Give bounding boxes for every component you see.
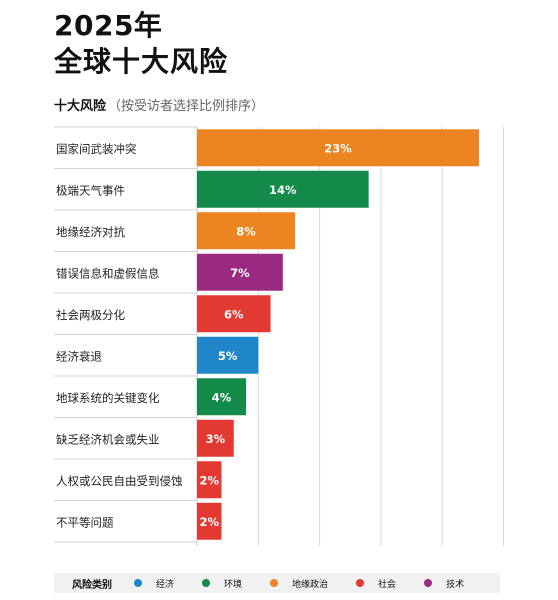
bar [197,461,222,499]
legend-item-society: 社会 [356,577,396,590]
category-label: 地球系统的关键变化 [56,391,160,405]
category-label: 地缘经济对抗 [56,225,125,239]
legend-title: 风险类别 [72,579,112,591]
category-label: 极端天气事件 [56,183,125,197]
legend-item-environment: 环境 [202,577,242,590]
category-label: 不平等问题 [56,515,114,529]
subtitle-main: 十大风险 [54,99,107,114]
subtitle-note: （按受访者选择比例排序） [108,99,265,114]
legend-dot-icon [270,579,279,587]
bar [197,129,479,167]
legend-item-technology: 技术 [424,577,464,590]
legend-label: 环境 [224,579,243,590]
category-label: 人权或公民自由受到侵蚀 [56,474,183,488]
legend: 风险类别 经济 环境 地缘政治 社会 技术 [54,573,500,593]
bar [197,212,296,250]
legend-dot-icon [356,579,365,587]
data-label: 23% [324,141,352,155]
data-label: 3% [206,432,226,446]
page-title: 全球十大风险 [54,45,229,78]
data-label: 4% [212,390,232,404]
bar [197,378,247,416]
data-label: 8% [236,224,256,238]
chart-subtitle: 十大风险 （按受访者选择比例排序） [54,95,264,114]
legend-dot-icon [424,579,433,587]
data-label: 2% [199,473,219,487]
legend-label: 经济 [156,579,175,590]
bar [197,502,222,540]
category-label: 经济衰退 [56,349,102,363]
bar [197,295,271,333]
category-label: 缺乏经济机会或失业 [56,432,160,446]
category-label: 错误信息和虚假信息 [56,266,160,280]
category-label: 社会两极分化 [56,308,125,322]
category-label: 国家间武装冲突 [56,142,137,156]
legend-item-economy: 经济 [134,577,174,590]
legend-label: 技术 [446,579,465,590]
bar [197,336,259,374]
data-label: 7% [230,266,250,280]
title-year: 2025年 [54,9,163,42]
data-label: 2% [199,515,219,529]
data-label: 5% [218,349,238,363]
bar [197,419,234,457]
legend-item-geopolitics: 地缘政治 [270,577,328,590]
legend-label: 地缘政治 [292,579,329,590]
data-label: 14% [269,183,297,197]
bar-chart: 国家间武装冲突 23% 极端天气事件 14% 地缘经济对抗 8% 错误信息和虚假信息 7% 社会… [54,126,505,546]
legend-label: 社会 [378,579,397,590]
data-label: 6% [224,307,244,321]
legend-dot-icon [134,579,142,587]
bar [197,253,283,291]
bar [197,170,369,208]
legend-dot-icon [202,579,211,587]
